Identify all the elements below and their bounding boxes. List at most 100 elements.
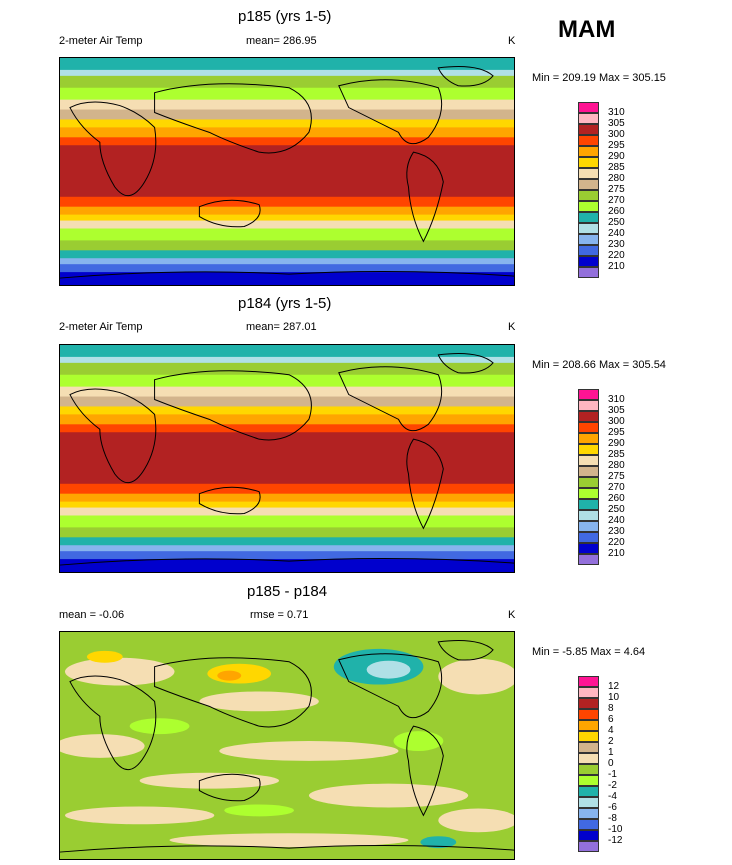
panel3-mean: mean = -0.06 [59,609,125,621]
legend2-label: 295 [608,427,625,438]
legend2-swatch-2 [578,411,599,422]
legend3-swatch-3 [578,709,599,720]
legend3-swatch-9 [578,775,599,786]
legend2-swatch-15 [578,554,599,565]
panel1-variable: 2-meter Air Temp [59,35,143,47]
legend1-swatch-10 [578,212,599,223]
legend2-label: 240 [608,515,625,526]
legend2-swatch-8 [578,477,599,488]
legend2-swatch-3 [578,422,599,433]
legend2-swatch-14 [578,543,599,554]
legend3-swatch-7 [578,753,599,764]
legend1-swatch-13 [578,245,599,256]
legend1-swatch-8 [578,190,599,201]
legend3-swatch-11 [578,797,599,808]
panel1-units: K [508,35,516,47]
legend2-label: 210 [608,548,625,559]
panel2-units: K [508,321,516,333]
legend3-label: 1 [608,747,614,758]
panel2-variable: 2-meter Air Temp [59,321,143,333]
panel2-mean: mean= 287.01 [246,321,317,333]
panel3-units: K [508,609,516,621]
legend1-label: 250 [608,217,625,228]
legend2-swatch-11 [578,510,599,521]
legend3-label: -4 [608,791,617,802]
legend2-label: 310 [608,394,625,405]
legend1-label: 275 [608,184,625,195]
legend2-swatch-10 [578,499,599,510]
legend2-swatch-9 [578,488,599,499]
legend2-label: 285 [608,449,625,460]
legend3-swatch-14 [578,830,599,841]
legend2-label: 260 [608,493,625,504]
legend2-swatch-5 [578,444,599,455]
legend2-swatch-1 [578,400,599,411]
legend3-label: 8 [608,703,614,714]
panel2-minmax: Min = 208.66 Max = 305.54 [532,359,666,371]
legend2-swatch-4 [578,433,599,444]
legend3-label: 2 [608,736,614,747]
panel3-map [59,631,515,860]
legend2-swatch-7 [578,466,599,477]
legend3-label: 0 [608,758,614,769]
legend2-swatch-13 [578,532,599,543]
legend2-label: 220 [608,537,625,548]
legend1-swatch-5 [578,157,599,168]
legend3-swatch-2 [578,698,599,709]
legend1-label: 300 [608,129,625,140]
legend1-label: 310 [608,107,625,118]
legend2-label: 250 [608,504,625,515]
legend1-swatch-14 [578,256,599,267]
legend2-label: 305 [608,405,625,416]
legend3-label: 6 [608,714,614,725]
legend3-label: -1 [608,769,617,780]
legend1-swatch-12 [578,234,599,245]
legend2-label: 300 [608,416,625,427]
legend3-label: -6 [608,802,617,813]
panel1-minmax: Min = 209.19 Max = 305.15 [532,72,666,84]
panel3-title: p185 - p184 [247,583,328,600]
legend1-label: 220 [608,250,625,261]
panel2-map [59,344,515,573]
legend1-swatch-1 [578,113,599,124]
legend1-label: 240 [608,228,625,239]
panel1-map [59,57,515,286]
legend1-label: 280 [608,173,625,184]
legend3-label: 10 [608,692,620,703]
legend3-swatch-15 [578,841,599,852]
legend3-swatch-6 [578,742,599,753]
legend2-swatch-0 [578,389,599,400]
legend3-label: 4 [608,725,614,736]
panel2-title: p184 (yrs 1-5) [238,295,332,312]
legend1-label: 305 [608,118,625,129]
legend1-swatch-15 [578,267,599,278]
panel3-rmse: rmse = 0.71 [250,609,309,621]
legend3-label: 12 [608,681,620,692]
legend3-swatch-1 [578,687,599,698]
legend3-label: -2 [608,780,617,791]
legend3-label: -8 [608,813,617,824]
legend1-label: 290 [608,151,625,162]
legend2-label: 230 [608,526,625,537]
panel3-minmax: Min = -5.85 Max = 4.64 [532,646,646,658]
panel3-map-svg [60,632,514,859]
legend3-swatch-4 [578,720,599,731]
legend1-swatch-4 [578,146,599,157]
legend1-swatch-7 [578,179,599,190]
legend1-swatch-0 [578,102,599,113]
legend1-label: 260 [608,206,625,217]
legend3-swatch-8 [578,764,599,775]
legend3-swatch-0 [578,676,599,687]
legend1-label: 285 [608,162,625,173]
legend1-label: 210 [608,261,625,272]
legend3-label: -10 [608,824,623,835]
panel2-map-svg [60,345,514,572]
panel1-title: p185 (yrs 1-5) [238,8,332,25]
legend1-label: 270 [608,195,625,206]
legend1-label: 295 [608,140,625,151]
legend1-swatch-11 [578,223,599,234]
legend3-swatch-12 [578,808,599,819]
legend2-label: 280 [608,460,625,471]
legend3-label: -12 [608,835,623,846]
legend3-swatch-10 [578,786,599,797]
